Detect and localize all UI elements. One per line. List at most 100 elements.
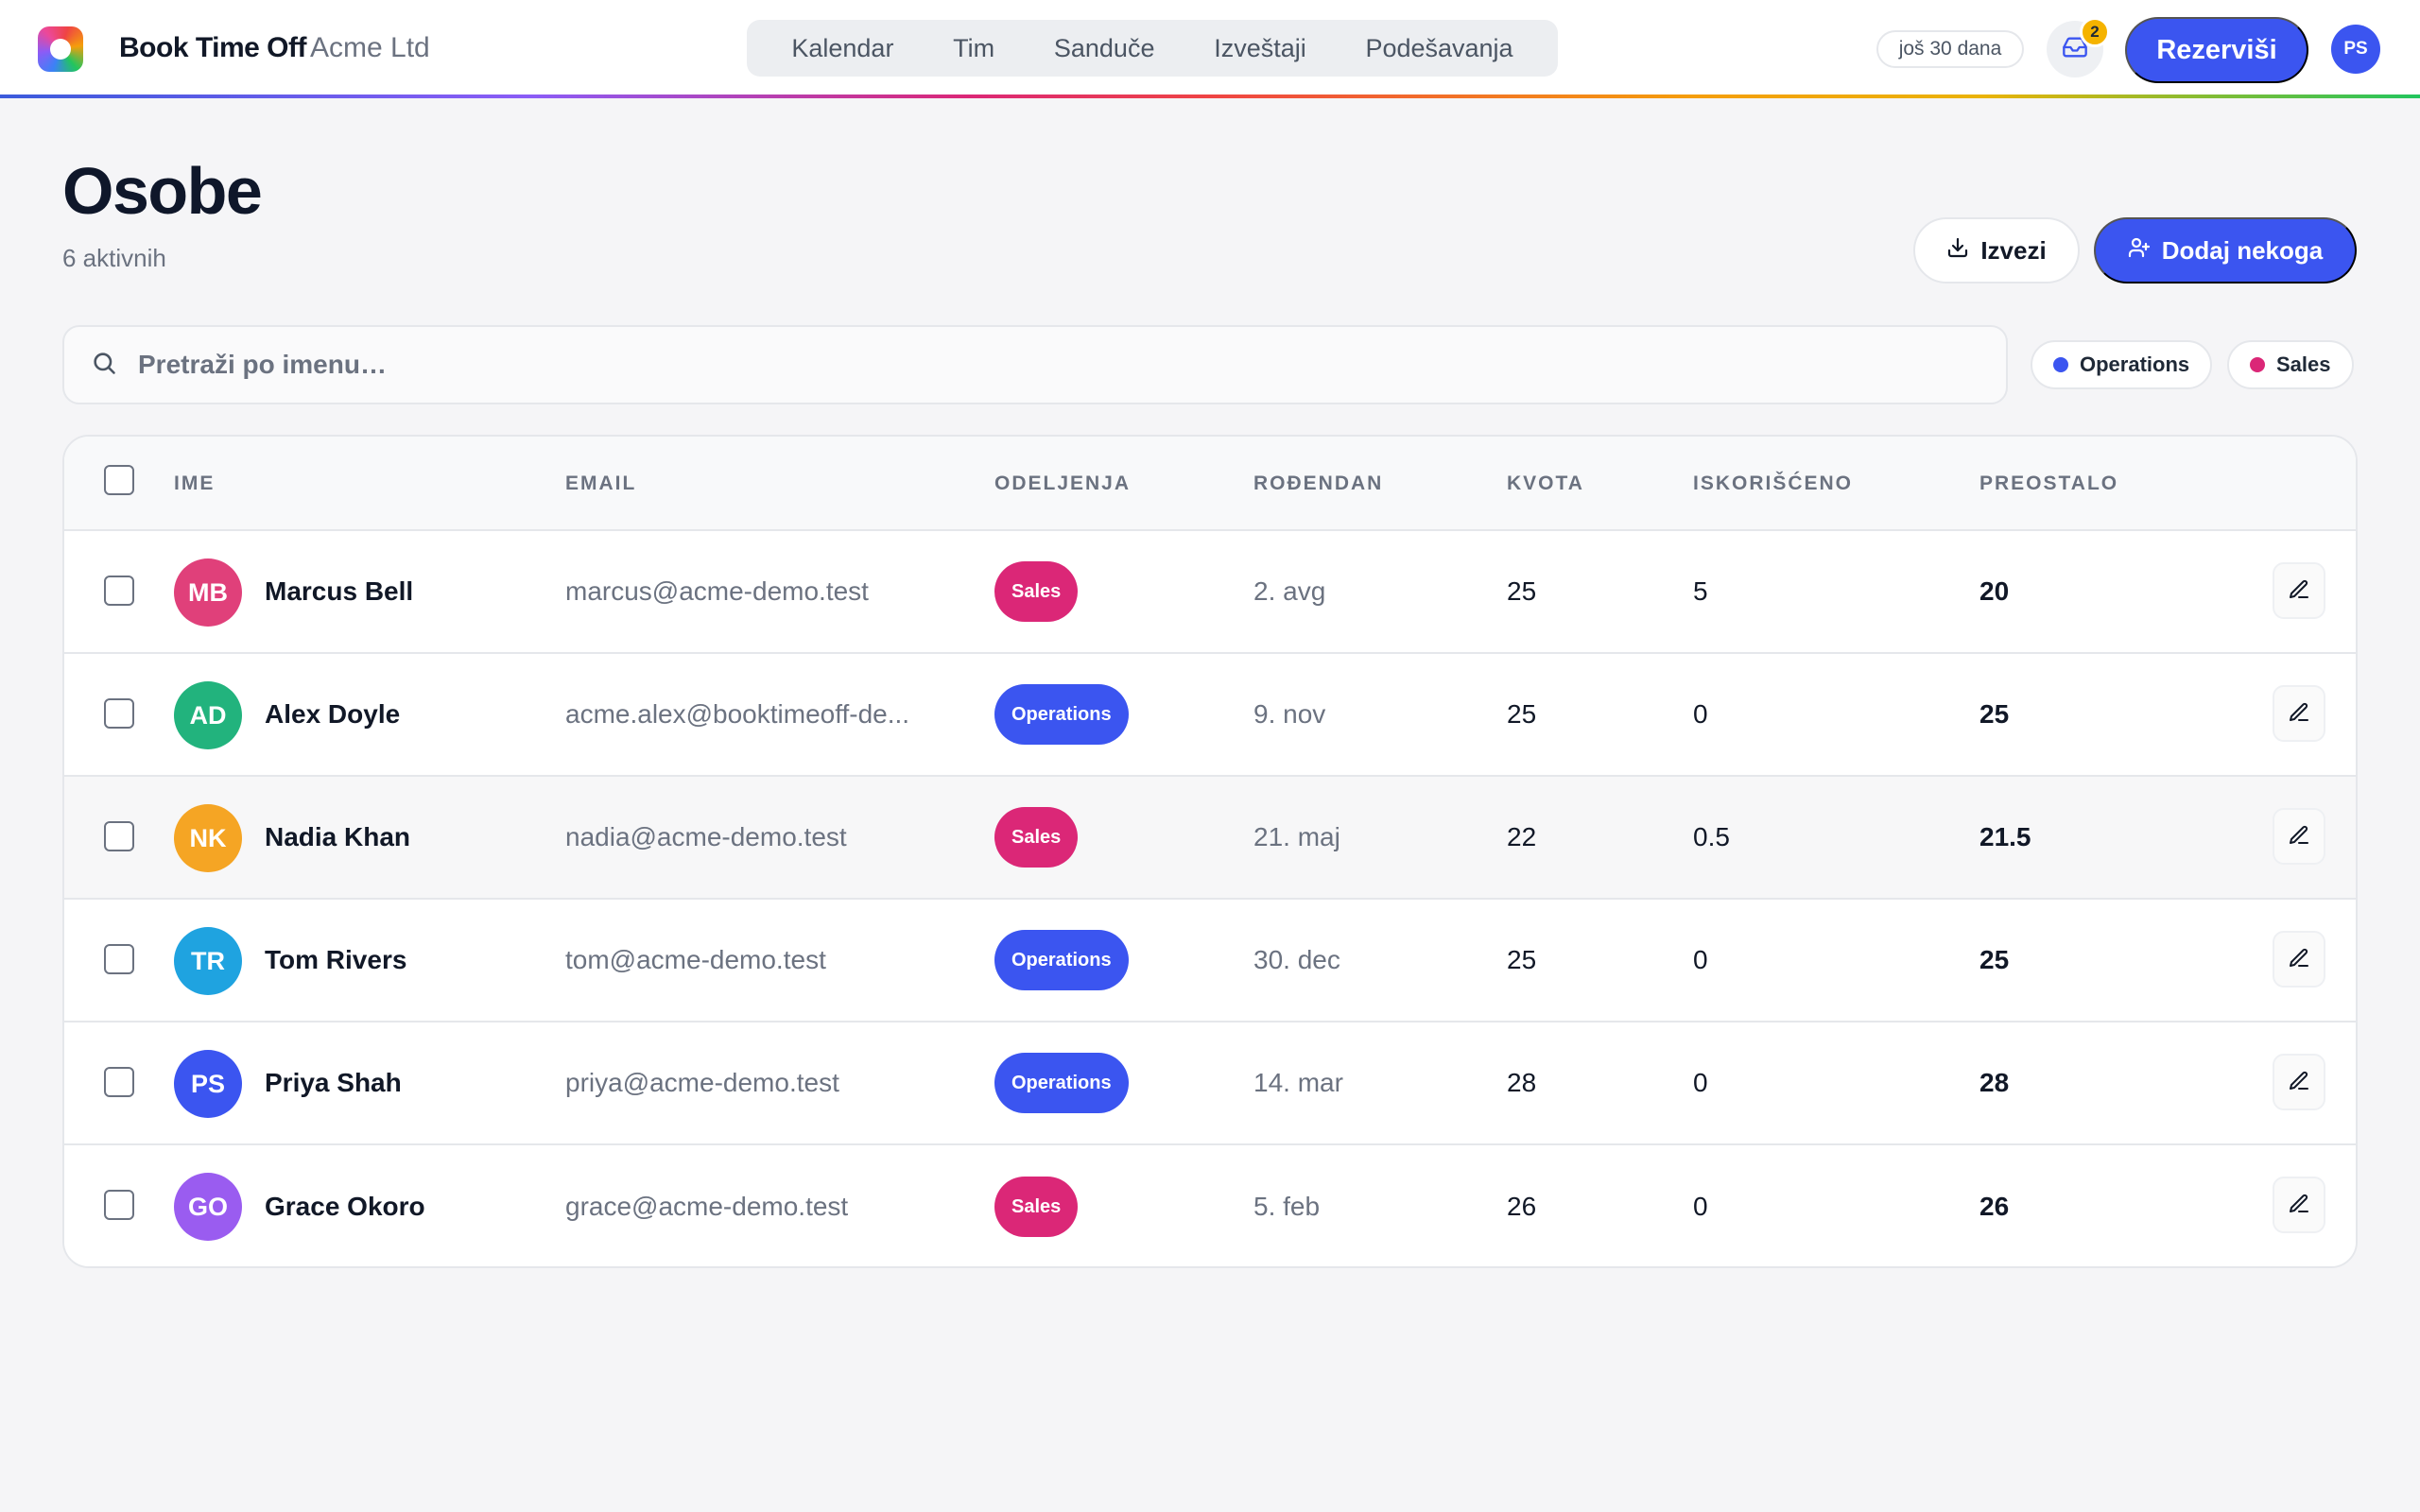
- department-badge: Operations: [994, 684, 1129, 745]
- inbox-count-badge: 2: [2080, 17, 2110, 47]
- quota: 25: [1507, 576, 1537, 606]
- person-name[interactable]: Alex Doyle: [265, 699, 401, 729]
- remaining-days: 25: [1979, 945, 2010, 974]
- filter-chip-operations[interactable]: Operations: [2031, 340, 2213, 389]
- birthday: 5. feb: [1253, 1192, 1321, 1221]
- column-header-quota[interactable]: KVOTA: [1507, 472, 1584, 494]
- row-checkbox[interactable]: [104, 1067, 134, 1097]
- column-header-used[interactable]: ISKORIŠĆENO: [1693, 472, 1854, 494]
- used-days: 0: [1693, 699, 1708, 729]
- row-checkbox[interactable]: [104, 944, 134, 974]
- nav-item-izvestaji[interactable]: Izveštaji: [1214, 33, 1306, 62]
- person-name[interactable]: Nadia Khan: [265, 822, 411, 851]
- column-header-departments[interactable]: ODELJENJA: [994, 472, 1132, 494]
- accent-gradient-bar: [0, 94, 2420, 98]
- column-header-remaining[interactable]: PREOSTALO: [1979, 472, 2119, 494]
- person-name[interactable]: Tom Rivers: [265, 945, 407, 974]
- person-name[interactable]: Marcus Bell: [265, 576, 414, 606]
- table-row[interactable]: AD Alex Doyle acme.alex@booktimeoff-de..…: [64, 654, 2356, 777]
- used-days: 5: [1693, 576, 1708, 606]
- avatar: NK: [174, 804, 242, 872]
- table-row[interactable]: GO Grace Okoro grace@acme-demo.test Sale…: [64, 1145, 2356, 1266]
- edit-button[interactable]: [2273, 1177, 2325, 1233]
- add-person-button[interactable]: Dodaj nekoga: [2094, 217, 2357, 284]
- nav-item-tim[interactable]: Tim: [953, 33, 995, 62]
- department-badge: Sales: [994, 1177, 1079, 1237]
- edit-button[interactable]: [2273, 685, 2325, 742]
- row-checkbox[interactable]: [104, 698, 134, 729]
- download-icon: [1946, 236, 1969, 266]
- remaining-days: 21.5: [1979, 822, 2031, 851]
- avatar: AD: [174, 681, 242, 749]
- column-header-birthday[interactable]: ROĐENDAN: [1253, 472, 1384, 494]
- nav-item-sanduce[interactable]: Sanduče: [1053, 33, 1155, 62]
- book-button[interactable]: Rezerviši: [2125, 17, 2308, 83]
- person-email: marcus@acme-demo.test: [565, 576, 869, 606]
- add-person-label: Dodaj nekoga: [2161, 235, 2324, 265]
- used-days: 0: [1693, 945, 1708, 974]
- avatar: PS: [174, 1050, 242, 1118]
- export-label: Izvezi: [1980, 235, 2047, 265]
- row-checkbox[interactable]: [104, 1190, 134, 1220]
- quota: 26: [1507, 1192, 1537, 1221]
- pencil-icon: [2288, 701, 2310, 727]
- edit-button[interactable]: [2273, 562, 2325, 619]
- user-avatar[interactable]: PS: [2331, 25, 2380, 74]
- top-bar: Book Time Off Acme Ltd Kalendar Tim Sand…: [0, 0, 2420, 98]
- birthday: 2. avg: [1253, 576, 1326, 606]
- remaining-days: 26: [1979, 1192, 2010, 1221]
- filter-chip-sales[interactable]: Sales: [2227, 340, 2354, 389]
- trial-badge[interactable]: još 30 dana: [1876, 30, 2024, 68]
- page-title: Osobe: [62, 154, 263, 228]
- edit-button[interactable]: [2273, 931, 2325, 988]
- column-header-name[interactable]: IME: [174, 472, 216, 494]
- filter-chip-label: Operations: [2080, 352, 2190, 376]
- pencil-icon: [2288, 578, 2310, 604]
- edit-button[interactable]: [2273, 808, 2325, 865]
- person-email: tom@acme-demo.test: [565, 945, 826, 974]
- department-badge: Operations: [994, 1053, 1129, 1113]
- table-header: IME EMAIL ODELJENJA ROĐENDAN KVOTA ISKOR…: [64, 437, 2356, 531]
- pencil-icon: [2288, 947, 2310, 972]
- sales-color-dot: [2250, 357, 2265, 372]
- remaining-days: 25: [1979, 699, 2010, 729]
- used-days: 0: [1693, 1192, 1708, 1221]
- column-header-email[interactable]: EMAIL: [565, 472, 637, 494]
- birthday: 21. maj: [1253, 822, 1340, 851]
- person-email: grace@acme-demo.test: [565, 1192, 849, 1221]
- remaining-days: 28: [1979, 1068, 2010, 1097]
- remaining-days: 20: [1979, 576, 2010, 606]
- quota: 28: [1507, 1068, 1537, 1097]
- edit-button[interactable]: [2273, 1054, 2325, 1110]
- active-count: 6 aktivnih: [62, 244, 166, 272]
- inbox-icon: [2062, 34, 2088, 65]
- app-logo[interactable]: [38, 26, 83, 72]
- pencil-icon: [2288, 824, 2310, 850]
- table-row[interactable]: MB Marcus Bell marcus@acme-demo.test Sal…: [64, 531, 2356, 654]
- person-email: priya@acme-demo.test: [565, 1068, 839, 1097]
- birthday: 30. dec: [1253, 945, 1340, 974]
- department-badge: Operations: [994, 930, 1129, 990]
- department-badge: Sales: [994, 807, 1079, 868]
- person-email: acme.alex@booktimeoff-de...: [565, 699, 910, 729]
- row-checkbox[interactable]: [104, 576, 134, 606]
- birthday: 14. mar: [1253, 1068, 1343, 1097]
- export-button[interactable]: Izvezi: [1913, 217, 2080, 284]
- table-row[interactable]: PS Priya Shah priya@acme-demo.test Opera…: [64, 1022, 2356, 1145]
- avatar: TR: [174, 927, 242, 995]
- main-nav: Kalendar Tim Sanduče Izveštaji Podešavan…: [747, 20, 1558, 77]
- brand-name: Book Time Off: [119, 32, 306, 63]
- table-row[interactable]: NK Nadia Khan nadia@acme-demo.test Sales…: [64, 777, 2356, 900]
- search-input[interactable]: [138, 350, 2006, 380]
- nav-item-podesavanja[interactable]: Podešavanja: [1365, 33, 1513, 62]
- search-box: [62, 325, 2008, 404]
- nav-item-kalendar[interactable]: Kalendar: [791, 33, 894, 62]
- person-name[interactable]: Priya Shah: [265, 1068, 402, 1097]
- table-row[interactable]: TR Tom Rivers tom@acme-demo.test Operati…: [64, 900, 2356, 1022]
- quota: 25: [1507, 699, 1537, 729]
- row-checkbox[interactable]: [104, 821, 134, 851]
- person-name[interactable]: Grace Okoro: [265, 1192, 425, 1221]
- pencil-icon: [2288, 1070, 2310, 1095]
- select-all-checkbox[interactable]: [104, 465, 134, 495]
- people-table: IME EMAIL ODELJENJA ROĐENDAN KVOTA ISKOR…: [62, 435, 2358, 1268]
